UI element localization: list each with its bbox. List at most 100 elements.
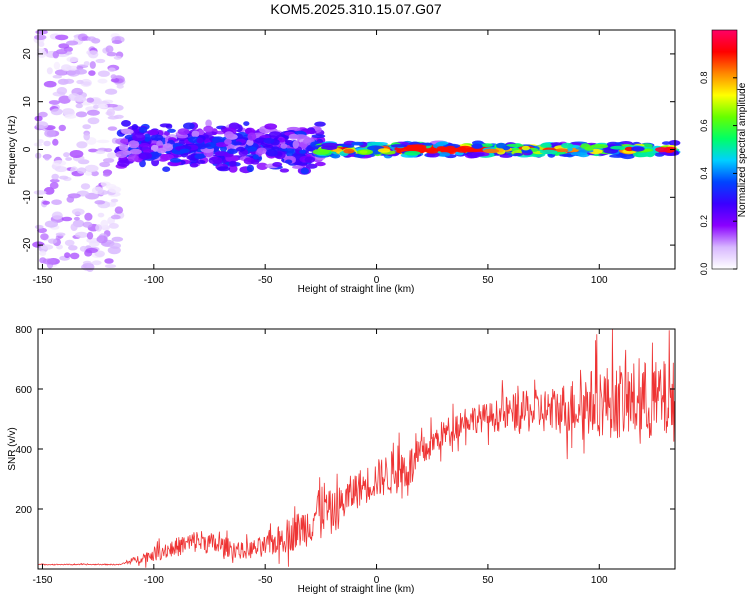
spectrogram-cell	[102, 158, 115, 163]
spectrogram-cell	[94, 250, 105, 258]
spectrogram-cell	[248, 146, 258, 152]
spectrogram-cell	[284, 159, 293, 164]
spectrogram-cell	[203, 125, 214, 133]
spectrogram-cell	[107, 246, 121, 255]
spectrogram-cell	[107, 115, 120, 120]
spectrogram-cell	[76, 79, 84, 85]
spectrogram-cell	[472, 152, 485, 157]
spectrogram-cell	[377, 148, 391, 153]
spectrogram-cell	[83, 132, 90, 141]
spectrogram-cell	[121, 128, 134, 135]
spectrogram-cell	[64, 114, 77, 119]
spectrogram-cell	[315, 161, 326, 167]
snr-xtick-label: -100	[144, 575, 164, 586]
spectrogram-cell	[294, 134, 308, 140]
spectrogram-cell	[284, 148, 295, 153]
spectrogram-cell	[513, 152, 523, 157]
spectrogram-cell	[256, 147, 267, 155]
spectrogram-cell	[55, 34, 69, 41]
spectrogram-cell	[100, 181, 111, 187]
spectrogram-cell	[34, 115, 43, 122]
spectrogram-cell	[66, 196, 75, 203]
spectrogram-cell	[179, 148, 190, 154]
spectrogram-cell	[88, 148, 98, 153]
spectrogram-cell	[74, 231, 89, 238]
snr-frame	[37, 328, 676, 570]
spectrogram-cell	[299, 149, 307, 154]
spectrogram-cell	[216, 166, 231, 172]
spectrogram-cell	[150, 134, 164, 141]
spectrogram-cell	[95, 58, 106, 64]
spectrogram-cell	[33, 190, 47, 195]
spectrogram-cell	[83, 61, 90, 66]
spectrogram-cell	[66, 56, 79, 63]
spectrogram-cell	[314, 121, 326, 127]
spectrogram-cell	[88, 50, 99, 59]
spectrogram-marks	[32, 29, 681, 272]
spectrogram-cell	[162, 166, 171, 172]
spectrogram-cell	[111, 40, 123, 44]
spectrogram-cell	[51, 211, 63, 220]
spectrogram-cell	[63, 152, 70, 158]
spectrogram-cell	[56, 49, 68, 55]
spectrogram-cell	[243, 121, 250, 126]
spectrogram-cell	[63, 78, 75, 84]
spectrogram-cell	[110, 201, 117, 207]
spectrogram-cell	[114, 206, 124, 214]
spectrogram-cell	[138, 152, 153, 160]
spectrogram-cell	[110, 214, 121, 220]
spectrogram-cell	[264, 123, 278, 130]
spectrogram-cell	[53, 61, 61, 70]
spectrogram-cell	[74, 95, 87, 103]
spectrogram-cell	[481, 143, 493, 148]
spectrogram-cell	[194, 153, 205, 159]
spectrogram-cell	[37, 227, 47, 233]
spectrogram-xtick-label: 100	[591, 275, 608, 286]
spectrogram-cell	[97, 189, 107, 195]
spectrogram-cell	[86, 97, 95, 103]
spectrogram-cell	[246, 139, 254, 146]
spectrogram-cell	[570, 152, 581, 156]
spectrogram-cell	[404, 144, 420, 150]
snr-series-line	[37, 329, 676, 568]
spectrogram-cell	[102, 172, 111, 177]
spectrogram-cell	[52, 51, 59, 59]
spectrogram-cell	[404, 151, 421, 156]
spectrogram-cell	[471, 143, 483, 149]
spectrogram-cell	[50, 108, 63, 116]
spectrogram-xtick-label: -150	[32, 275, 52, 286]
spectrogram-cell	[82, 81, 91, 86]
spectrogram-cell	[212, 136, 225, 144]
spectrogram-cell	[76, 141, 88, 149]
spectrogram-cell	[199, 143, 211, 148]
spectrogram-cell	[132, 133, 146, 142]
spectrogram-cell	[44, 129, 56, 138]
spectrogram-cell	[89, 240, 100, 247]
spectrogram-ylabel: Frequency (Hz)	[7, 116, 18, 185]
spectrogram-cell	[77, 167, 87, 174]
spectrogram-cell	[75, 103, 83, 109]
spectrogram-cell	[40, 233, 49, 241]
spectrogram-cell	[320, 142, 339, 148]
colorbar-tick-label: 0.8	[699, 72, 709, 85]
spectrogram-cell	[205, 119, 212, 128]
spectrogram-cell	[177, 128, 190, 136]
spectrogram-cell	[49, 182, 59, 189]
spectrogram-cell	[292, 165, 304, 169]
spectrogram-cell	[603, 148, 619, 154]
spectrogram-cell	[59, 175, 69, 180]
spectrogram-cell	[646, 152, 655, 158]
spectrogram-cell	[197, 129, 205, 135]
snr-xlabel: Height of straight line (km)	[298, 584, 415, 595]
spectrogram-cell	[44, 154, 51, 161]
spectrogram-cell	[106, 52, 117, 57]
spectrogram-cell	[51, 199, 62, 205]
snr-ytick-label: 400	[15, 445, 32, 456]
spectrogram-cell	[64, 239, 75, 247]
spectrogram-cell	[540, 143, 552, 148]
spectrogram-cell	[311, 134, 326, 139]
snr-xtick-label: -150	[32, 575, 52, 586]
snr-xtick-label: 100	[591, 575, 608, 586]
spectrogram-cell	[89, 61, 96, 69]
